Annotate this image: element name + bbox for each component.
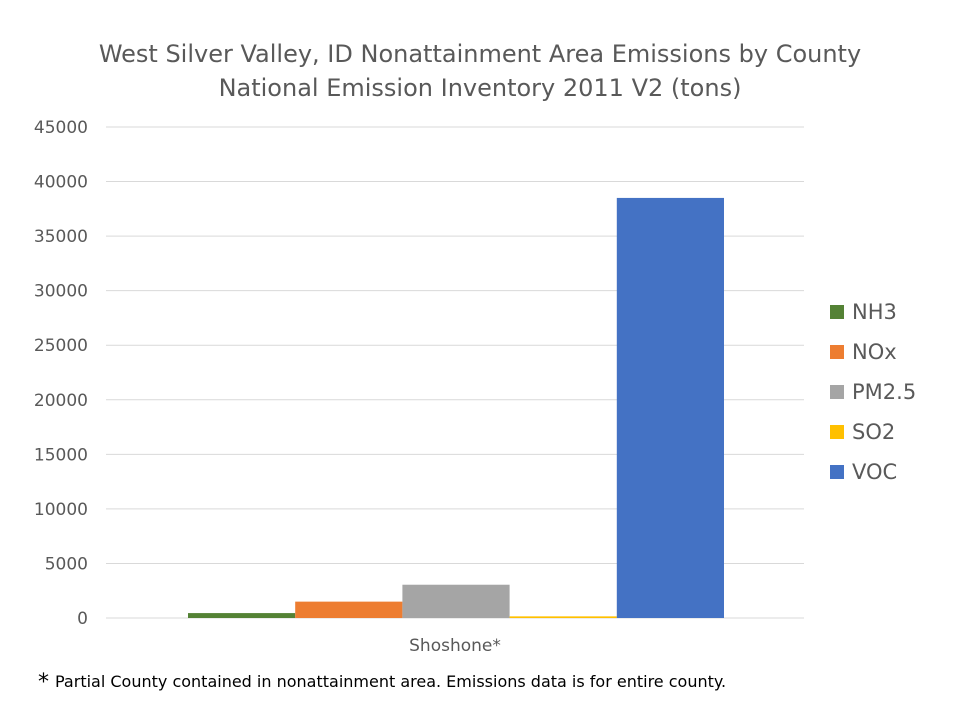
y-tick-label: 30000 [34,282,88,302]
legend-item: NOx [830,332,916,372]
y-tick-label: 35000 [34,227,88,247]
footnote-text: Partial County contained in nonattainmen… [55,672,727,691]
legend-swatch [830,465,844,479]
bar-nh3 [188,613,296,618]
footnote: * Partial County contained in nonattainme… [38,670,726,695]
legend-item: VOC [830,452,916,492]
footnote-marker: * [38,670,49,695]
chart-legend: NH3 NOx PM2.5 SO2 VOC [830,292,916,492]
legend-label: NH3 [852,300,897,324]
y-tick-label: 20000 [34,391,88,411]
y-tick-label: 15000 [34,445,88,465]
bar-so2 [509,616,617,618]
bar-pm25 [402,584,510,618]
bar-nox [295,601,403,618]
x-category-label: Shoshone* [409,636,501,656]
chart-title: West Silver Valley, ID Nonattainment Are… [98,40,862,68]
legend-item: PM2.5 [830,372,916,412]
y-tick-label: 0 [77,609,88,629]
y-tick-label: 10000 [34,500,88,520]
y-tick-label: 5000 [45,554,88,574]
legend-label: NOx [852,340,897,364]
chart-subtitle: National Emission Inventory 2011 V2 (ton… [218,74,742,102]
legend-label: SO2 [852,420,896,444]
legend-label: PM2.5 [852,380,917,404]
bar-voc [616,197,724,618]
legend-item: SO2 [830,412,916,452]
legend-swatch [830,305,844,319]
y-tick-label: 45000 [34,118,88,138]
y-tick-label: 25000 [34,336,88,356]
legend-swatch [830,425,844,439]
legend-item: NH3 [830,292,916,332]
legend-label: VOC [852,460,898,484]
legend-swatch [830,345,844,359]
legend-swatch [830,385,844,399]
y-tick-label: 40000 [34,173,88,193]
